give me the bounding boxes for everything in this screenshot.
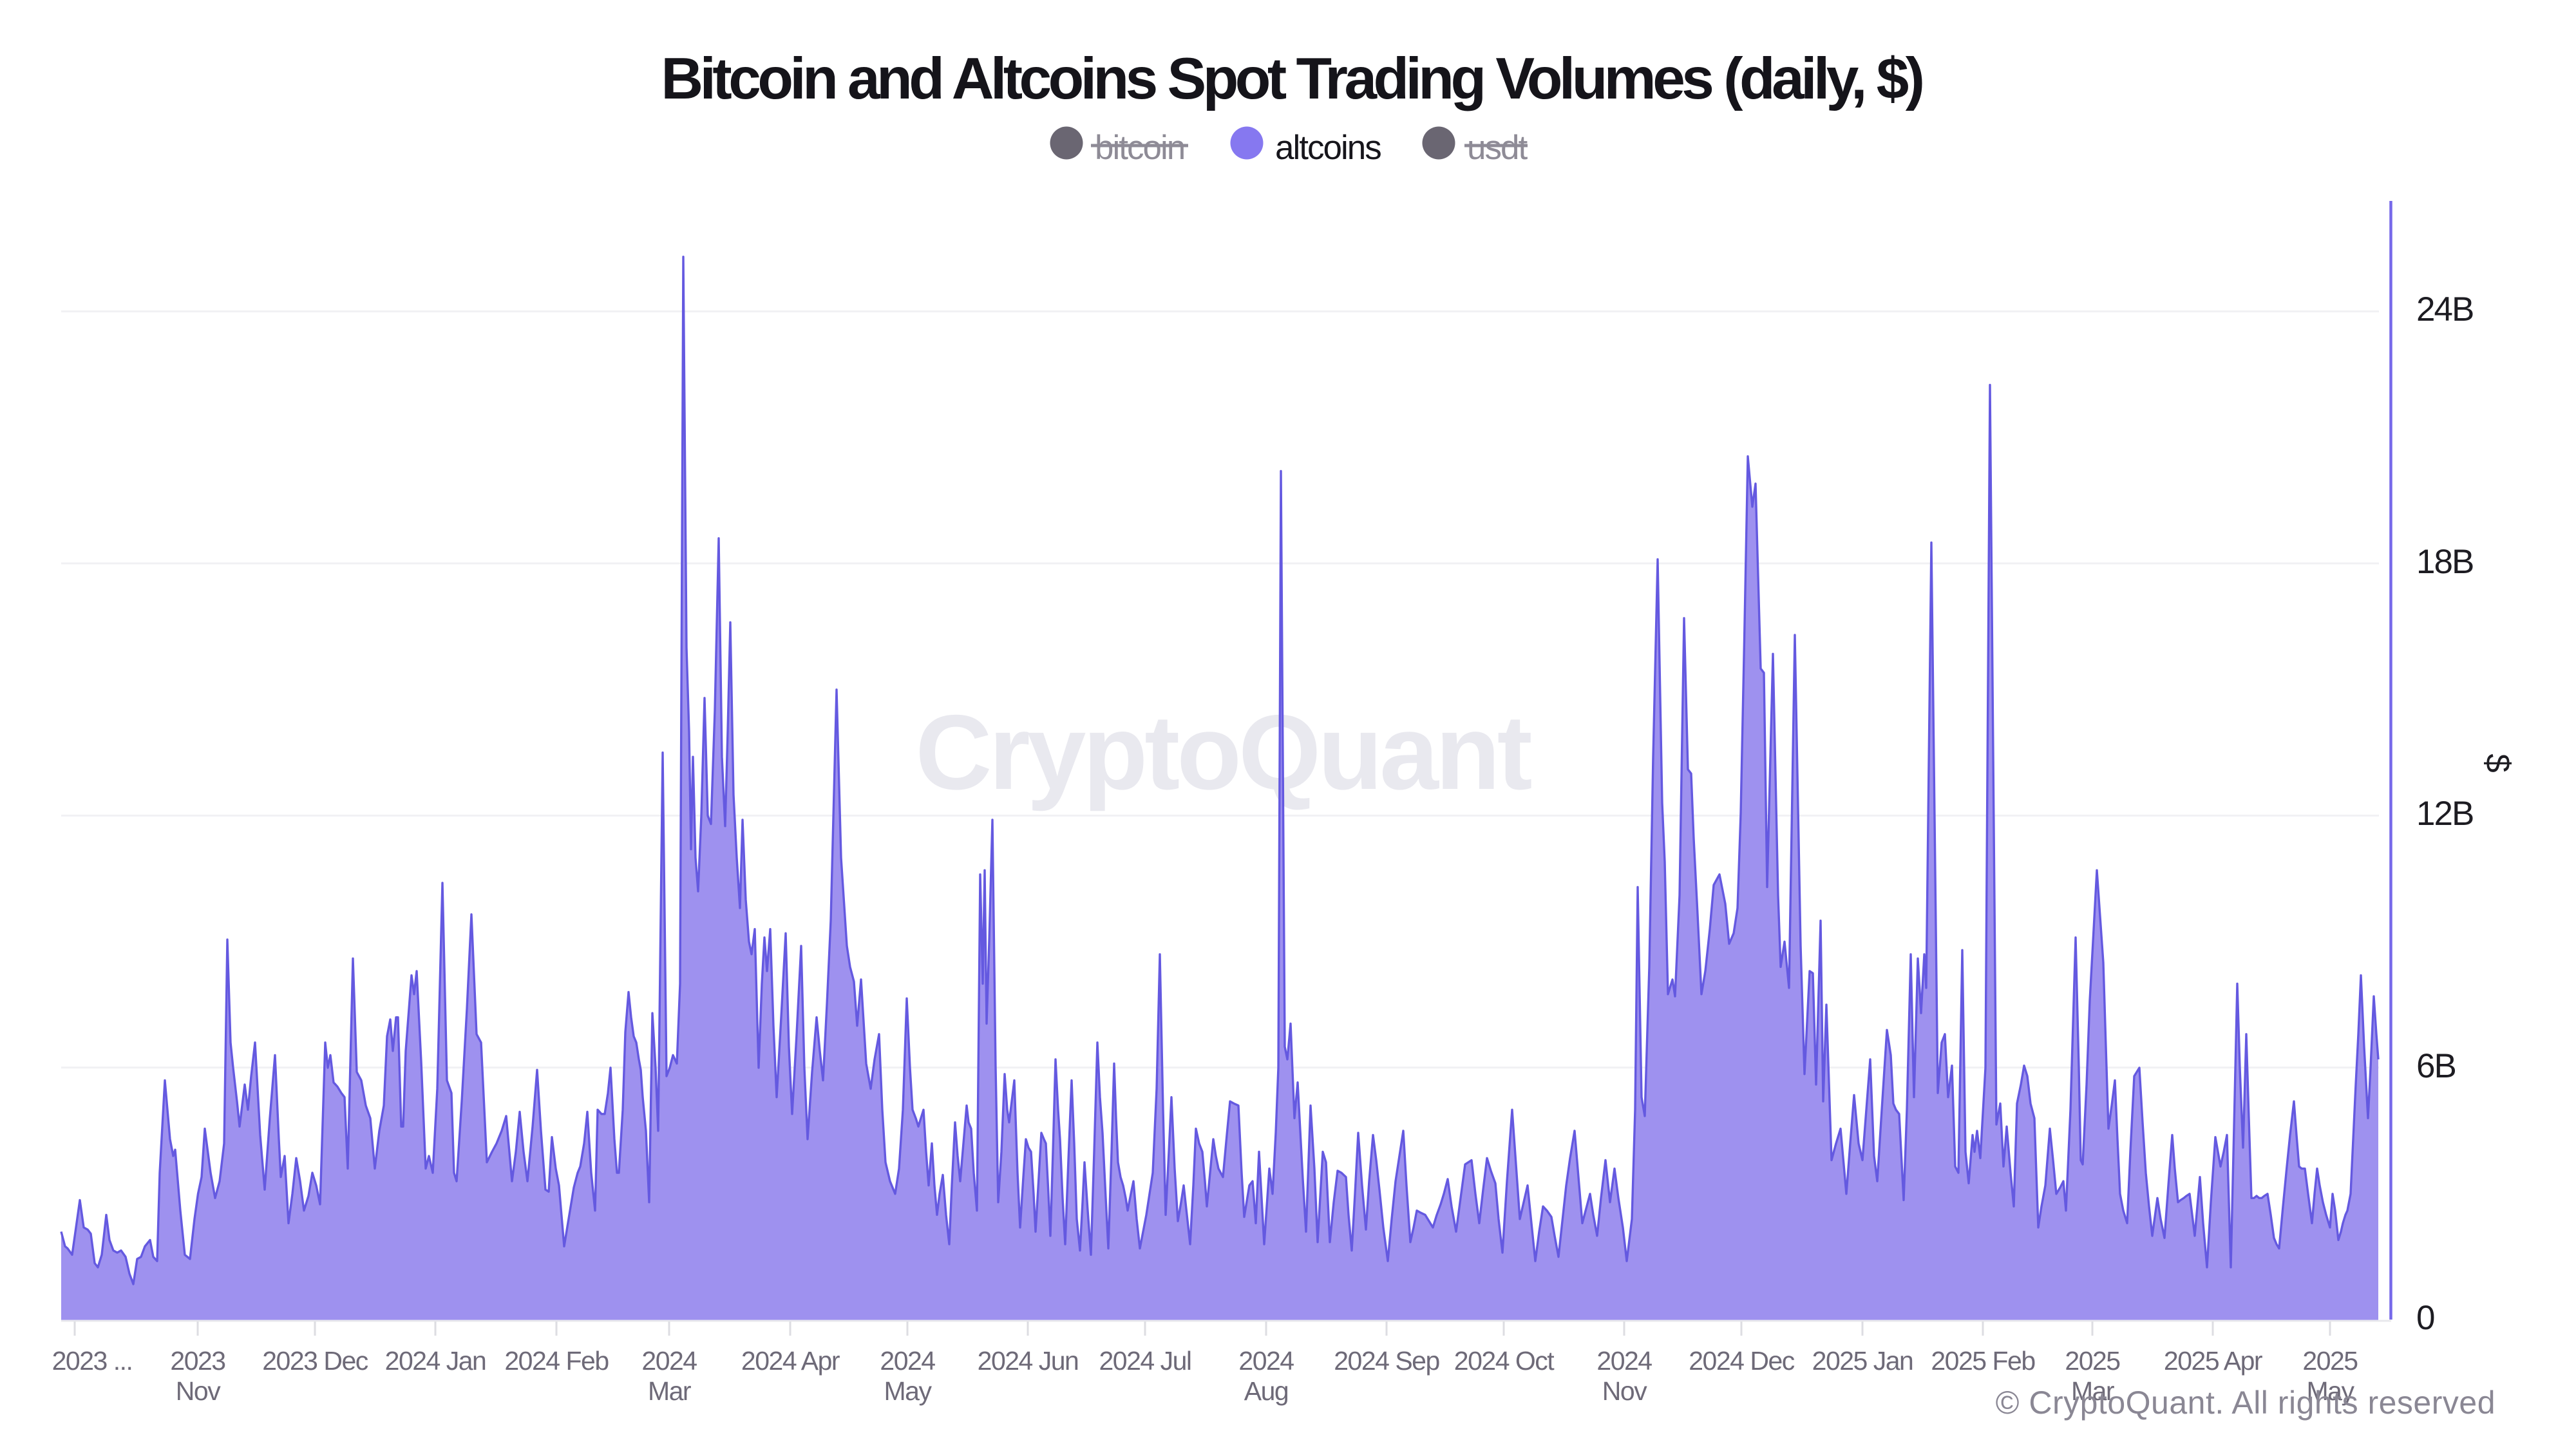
svg-text:altcoins: altcoins: [1275, 129, 1381, 167]
svg-text:Nov: Nov: [176, 1376, 221, 1406]
svg-text:usdt: usdt: [1467, 129, 1528, 167]
svg-text:2025 Jan: 2025 Jan: [1812, 1346, 1913, 1376]
svg-text:2024 Apr: 2024 Apr: [741, 1346, 840, 1376]
svg-text:Bitcoin and Altcoins Spot Trad: Bitcoin and Altcoins Spot Trading Volume…: [661, 46, 1922, 111]
svg-text:© CryptoQuant. All rights rese: © CryptoQuant. All rights reserved: [1996, 1385, 2496, 1421]
svg-text:bitcoin: bitcoin: [1095, 129, 1184, 167]
svg-text:2023: 2023: [170, 1346, 225, 1376]
svg-text:0: 0: [2416, 1299, 2434, 1337]
svg-text:Nov: Nov: [1602, 1376, 1647, 1406]
svg-text:2023 ...: 2023 ...: [52, 1346, 133, 1376]
svg-text:2025 Feb: 2025 Feb: [1931, 1346, 2035, 1376]
svg-text:CryptoQuant: CryptoQuant: [915, 693, 1531, 811]
svg-text:12B: 12B: [2416, 795, 2473, 833]
svg-text:2024 Dec: 2024 Dec: [1689, 1346, 1795, 1376]
svg-text:2024 Jan: 2024 Jan: [385, 1346, 486, 1376]
svg-text:2024: 2024: [880, 1346, 935, 1376]
svg-text:2025: 2025: [2302, 1346, 2358, 1376]
svg-text:2024: 2024: [1596, 1346, 1652, 1376]
svg-text:2024 Jul: 2024 Jul: [1099, 1346, 1191, 1376]
svg-text:Mar: Mar: [648, 1376, 691, 1406]
svg-text:Mar: Mar: [2071, 1376, 2114, 1406]
svg-text:2024: 2024: [1238, 1346, 1294, 1376]
svg-text:May: May: [2307, 1376, 2355, 1406]
svg-text:2024 Oct: 2024 Oct: [1454, 1346, 1555, 1376]
svg-text:$: $: [2479, 753, 2517, 772]
svg-text:6B: 6B: [2416, 1047, 2456, 1085]
svg-text:2024 Feb: 2024 Feb: [504, 1346, 609, 1376]
svg-text:May: May: [884, 1376, 933, 1406]
svg-text:2023 Dec: 2023 Dec: [262, 1346, 368, 1376]
svg-text:2024: 2024: [641, 1346, 697, 1376]
svg-text:2025: 2025: [2065, 1346, 2120, 1376]
svg-text:Aug: Aug: [1244, 1376, 1288, 1406]
svg-text:2025 Apr: 2025 Apr: [2164, 1346, 2262, 1376]
svg-text:2024 Jun: 2024 Jun: [978, 1346, 1079, 1376]
svg-text:24B: 24B: [2416, 290, 2473, 328]
svg-text:18B: 18B: [2416, 543, 2473, 581]
svg-text:2024 Sep: 2024 Sep: [1334, 1346, 1439, 1376]
